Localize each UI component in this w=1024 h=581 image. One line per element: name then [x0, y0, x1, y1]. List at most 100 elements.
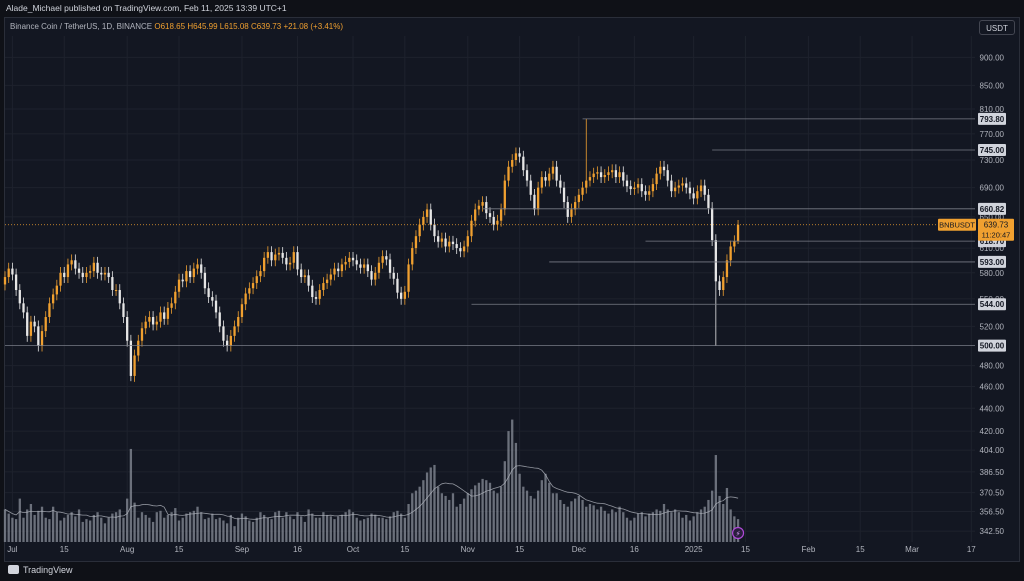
candle-body [529, 180, 532, 195]
volume-bar [144, 514, 147, 542]
candle-body [499, 209, 503, 221]
volume-bar [22, 517, 25, 542]
candle-body [603, 175, 606, 178]
candle-body [277, 252, 281, 255]
x-tick-label: 15 [60, 545, 69, 554]
volume-bar [511, 419, 514, 542]
volume-bar [414, 490, 418, 542]
volume-bar [359, 520, 362, 542]
candle-body [66, 264, 70, 278]
volume-bar [174, 508, 177, 542]
volume-bar [177, 520, 181, 542]
candle-body [592, 173, 595, 178]
volume-bar [407, 503, 410, 542]
candle-body [81, 272, 84, 278]
volume-bar [466, 493, 469, 542]
candle-body [555, 166, 558, 181]
candle-body [114, 290, 118, 292]
y-tick-label: 420.00 [980, 427, 1005, 436]
candle-body [696, 191, 699, 199]
candle-body [440, 238, 444, 242]
candle-body [496, 220, 499, 225]
volume-bar [107, 517, 110, 542]
volume-bar [636, 513, 640, 542]
candle-body [37, 326, 40, 346]
volume-bar [566, 506, 569, 542]
volume-bar [496, 493, 499, 542]
volume-bar [133, 502, 136, 542]
volume-bar [89, 520, 92, 542]
x-tick-label: 15 [515, 545, 524, 554]
volume-bar [670, 512, 673, 542]
y-tick-label: 580.00 [980, 269, 1005, 278]
candle-body [325, 279, 329, 284]
candle-body [544, 177, 547, 181]
volume-bar [392, 512, 395, 542]
candle-body [18, 290, 21, 304]
volume-bar [307, 509, 310, 542]
candle-body [488, 213, 492, 217]
volume-bar [322, 512, 325, 542]
candle-body [629, 186, 632, 190]
volume-bar [422, 480, 425, 542]
candle-body [651, 184, 655, 192]
candle-body [203, 272, 207, 289]
footer-bar [0, 562, 1024, 581]
candle-body [622, 172, 625, 181]
candle-body [255, 276, 258, 284]
volume-bar [270, 519, 273, 542]
volume-bar [725, 487, 729, 542]
volume-bar [85, 519, 88, 542]
x-tick-label: Dec [572, 545, 586, 554]
volume-bar [607, 513, 610, 542]
candle-body [207, 288, 210, 298]
candle-body [126, 317, 129, 341]
volume-bar [288, 516, 292, 542]
candle-body [133, 355, 136, 376]
level-tag [978, 339, 1006, 352]
candle-body [662, 166, 666, 171]
candle-body [3, 277, 7, 285]
volume-bar [159, 510, 162, 542]
volume-bar [599, 506, 603, 542]
volume-bar [559, 499, 562, 542]
candle-body [474, 209, 477, 221]
candle-body [670, 180, 673, 192]
candle-body [725, 260, 729, 278]
currency-button[interactable]: USDT [979, 20, 1015, 35]
volume-bar [525, 490, 529, 542]
volume-bar [225, 523, 229, 542]
tradingview-brand[interactable]: TradingView [8, 565, 73, 575]
volume-bar [459, 503, 462, 542]
x-tick-label: Jul [7, 545, 17, 554]
volume-bar [696, 512, 699, 542]
candle-body [314, 297, 318, 299]
candle-body [511, 159, 514, 167]
level-tag [978, 255, 1006, 268]
volume-bar [248, 520, 251, 542]
volume-bar [396, 510, 399, 542]
volume-bar [3, 509, 7, 542]
candle-body [22, 303, 25, 313]
volume-bar [677, 512, 680, 542]
volume-bar [325, 514, 329, 542]
volume-bar [207, 517, 210, 542]
candle-body [625, 180, 629, 187]
volume-bar [277, 510, 281, 542]
volume-bar [163, 517, 166, 542]
candle-body [85, 272, 88, 278]
candle-body [333, 268, 336, 275]
candle-body [707, 194, 710, 208]
candle-body [703, 185, 706, 195]
candle-body [485, 202, 488, 214]
candle-body [648, 191, 651, 195]
volume-bar [381, 517, 384, 542]
candle-body [148, 317, 151, 322]
volume-bar [14, 519, 18, 542]
y-tick-label: 520.00 [980, 322, 1005, 331]
candle-body [348, 257, 351, 262]
y-tick-label: 610.00 [980, 244, 1005, 253]
volume-bar [218, 517, 221, 542]
candle-body [425, 209, 429, 217]
